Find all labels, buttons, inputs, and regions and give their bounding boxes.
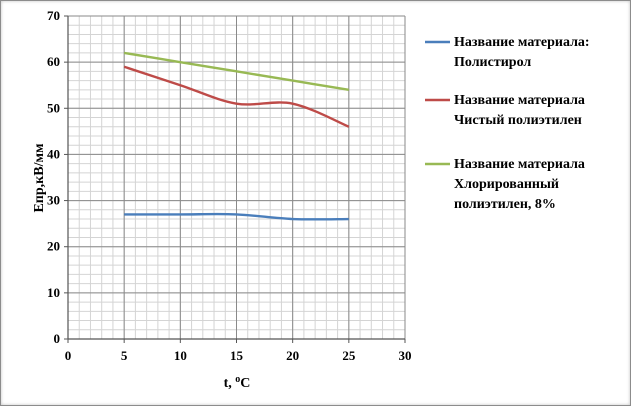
y-tick-label: 10 — [47, 285, 60, 300]
y-tick-label: 70 — [47, 8, 60, 23]
legend-label-line: Название материала — [454, 157, 585, 172]
series-line-1 — [124, 212, 349, 221]
y-tick-label: 60 — [47, 54, 60, 69]
series-line-2 — [123, 65, 350, 128]
y-tick-label: 40 — [47, 146, 60, 161]
legend-label-line: Название материала — [454, 93, 585, 108]
legend-label-line: полиэтилен, 8% — [454, 197, 556, 212]
axes — [64, 15, 406, 343]
major-gridlines — [67, 15, 406, 340]
x-axis-title-main: t, — [224, 376, 236, 391]
series-line-3 — [123, 51, 350, 92]
legend-label-line: Чистый полиэтилен — [454, 113, 582, 128]
legend-item-1: Название материала: Полистирол — [425, 35, 590, 70]
y-axis-title: Eпр,кВ/мм — [32, 143, 47, 213]
legend-item-2: Название материала Чистый полиэтилен — [425, 93, 585, 128]
x-axis-title: t, oC — [224, 374, 251, 391]
y-tick-label: 50 — [47, 100, 60, 115]
legend-label-line: Название материала: — [454, 35, 590, 50]
legend-label-line: Хлорированный — [454, 177, 559, 192]
x-axis-title-unit: C — [240, 376, 250, 391]
x-axis-title-degree: o — [235, 374, 240, 385]
x-tick-label: 30 — [399, 348, 412, 363]
x-tick-label: 0 — [65, 348, 72, 363]
x-tick-label: 15 — [230, 348, 244, 363]
y-tick-labels: 0 10 20 30 40 50 60 70 — [47, 8, 60, 346]
y-tick-label: 0 — [54, 331, 61, 346]
x-tick-label: 10 — [174, 348, 187, 363]
legend-label-line: Полистирол — [454, 55, 531, 70]
x-tick-label: 5 — [121, 348, 128, 363]
y-tick-label: 20 — [47, 239, 60, 254]
y-tick-label: 30 — [47, 193, 60, 208]
x-tick-label: 20 — [286, 348, 299, 363]
legend-item-3: Название материала Хлорированный полиэтиле… — [425, 157, 585, 212]
x-tick-labels: 0 5 10 15 20 25 30 — [65, 348, 412, 363]
x-tick-label: 25 — [342, 348, 356, 363]
series-lines — [123, 51, 350, 221]
